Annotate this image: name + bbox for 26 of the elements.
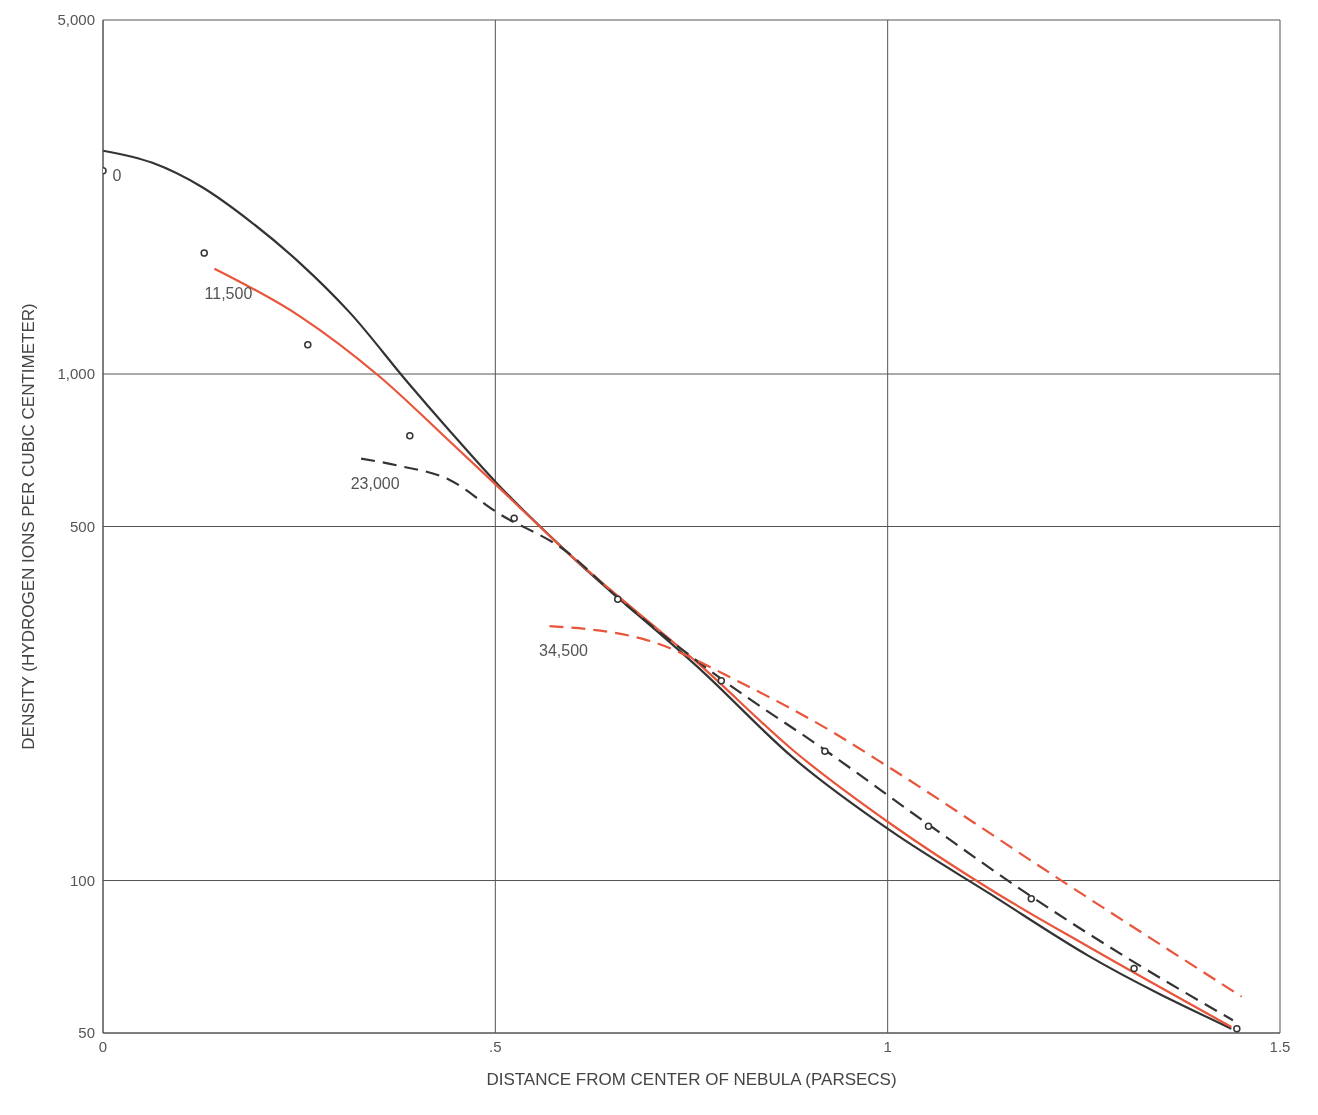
x-axis-title: DISTANCE FROM CENTER OF NEBULA (PARSECS) xyxy=(486,1070,897,1089)
y-axis-title: DENSITY (HYDROGEN IONS PER CUBIC CENTIMETER) xyxy=(19,303,39,750)
point xyxy=(924,822,933,830)
series-label: 23,000 xyxy=(350,474,400,492)
series-label: 11,500 xyxy=(204,284,253,302)
point xyxy=(1130,964,1138,973)
y-tick-label: 500 xyxy=(69,517,95,535)
y-tick-label: 50 xyxy=(78,1024,95,1042)
x-tick-label: 1.5 xyxy=(1269,1037,1291,1055)
series-label: 34,500 xyxy=(539,642,589,660)
point xyxy=(1027,895,1036,903)
y-tick-label: 5,000 xyxy=(57,11,95,29)
point xyxy=(717,676,726,685)
y-tick-label: 100 xyxy=(69,871,95,889)
point xyxy=(510,514,518,523)
x-tick-label: .5 xyxy=(489,1037,502,1055)
x-tick-label: 1 xyxy=(883,1037,892,1055)
point xyxy=(821,747,829,755)
y-tick-label: 1,000 xyxy=(57,365,95,383)
point xyxy=(200,249,208,257)
point xyxy=(1233,1024,1241,1033)
point xyxy=(304,340,312,349)
point xyxy=(613,595,622,604)
point xyxy=(406,432,414,440)
x-tick-label: 0 xyxy=(98,1037,108,1055)
series-label: 0 xyxy=(112,166,122,184)
